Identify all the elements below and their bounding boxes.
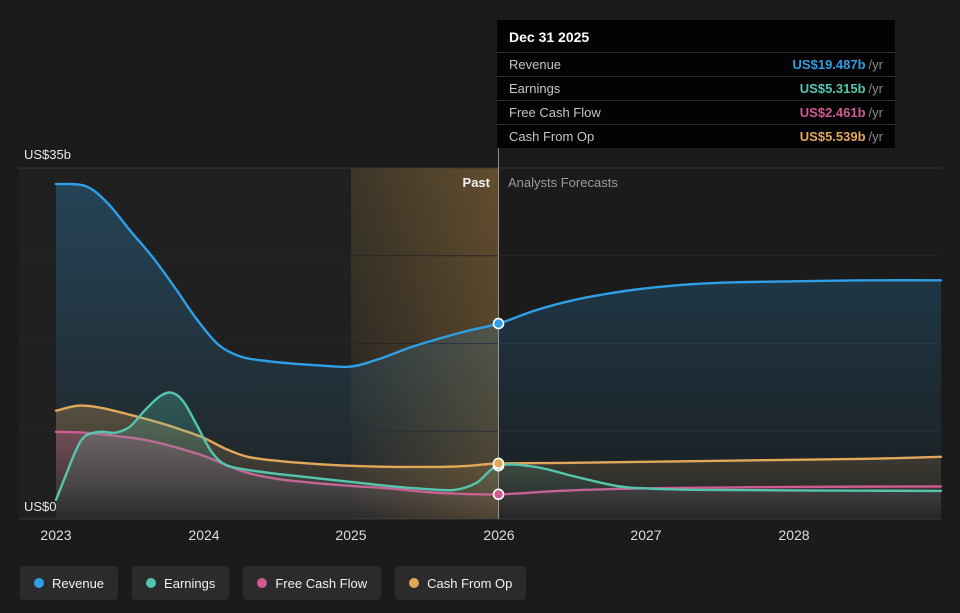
- x-tick-2024: 2024: [188, 527, 220, 543]
- tooltip-label-earnings: Earnings: [509, 81, 561, 96]
- tooltip-unit-revenue: /yr: [868, 57, 883, 72]
- tooltip-unit-earnings: /yr: [868, 81, 883, 96]
- x-tick-2027: 2027: [630, 527, 662, 543]
- legend-item-cash-from-op[interactable]: Cash From Op: [395, 566, 527, 600]
- series-area-earnings: [56, 392, 941, 519]
- past-label: Past: [462, 175, 490, 190]
- tooltip-value-cash-from-op: US$5.539b: [799, 129, 866, 144]
- legend-swatch-revenue: [34, 578, 44, 588]
- x-tick-2026: 2026: [483, 527, 515, 543]
- tooltip-unit-cash-from-op: /yr: [868, 129, 883, 144]
- analysts-forecasts-label: Analysts Forecasts: [508, 175, 618, 190]
- tooltip-unit-free-cash-flow: /yr: [868, 105, 883, 120]
- marker-free-cash-flow[interactable]: [492, 488, 505, 501]
- y-axis-label-min: US$0: [24, 499, 57, 514]
- legend-swatch-cash-from-op: [409, 578, 420, 588]
- legend-item-free-cash-flow[interactable]: Free Cash Flow: [243, 566, 382, 600]
- marker-revenue[interactable]: [492, 317, 505, 330]
- tooltip-value-free-cash-flow: US$2.461b: [799, 105, 866, 120]
- tooltip-value-revenue: US$19.487b: [792, 57, 866, 72]
- legend-swatch-earnings: [146, 578, 157, 588]
- tooltip-row-earnings: Earnings US$5.315b/yr: [497, 76, 895, 100]
- tooltip-date: Dec 31 2025: [509, 29, 590, 45]
- legend-swatch-free-cash-flow: [257, 578, 268, 588]
- series-line-revenue: [54, 182, 943, 369]
- legend-label-earnings: Earnings: [164, 575, 216, 591]
- tooltip-label-free-cash-flow: Free Cash Flow: [509, 105, 601, 120]
- tooltip-label-revenue: Revenue: [509, 57, 562, 72]
- chart-legend: Revenue Earnings Free Cash Flow Cash Fro…: [20, 566, 527, 600]
- legend-label-cash-from-op: Cash From Op: [427, 575, 513, 591]
- marker-cash-from-op[interactable]: [492, 457, 505, 470]
- tooltip-label-cash-from-op: Cash From Op: [509, 129, 595, 144]
- tooltip-row-free-cash-flow: Free Cash Flow US$2.461b/yr: [497, 100, 895, 124]
- series-line-earnings: [54, 391, 943, 502]
- legend-item-earnings[interactable]: Earnings: [132, 566, 230, 600]
- tooltip-row-revenue: Revenue US$19.487b/yr: [497, 52, 895, 76]
- chart-tooltip: Dec 31 2025 Revenue US$19.487b/yr Earnin…: [497, 20, 895, 148]
- x-tick-2025: 2025: [335, 527, 367, 543]
- legend-item-revenue[interactable]: Revenue: [20, 566, 119, 600]
- tooltip-value-earnings: US$5.315b: [799, 81, 866, 96]
- x-tick-2023: 2023: [40, 527, 72, 543]
- x-tick-2028: 2028: [778, 527, 810, 543]
- y-axis-label-max: US$35b: [24, 147, 71, 162]
- legend-label-revenue: Revenue: [52, 575, 105, 591]
- tooltip-row-cash-from-op: Cash From Op US$5.539b/yr: [497, 124, 895, 148]
- legend-label-free-cash-flow: Free Cash Flow: [275, 575, 368, 591]
